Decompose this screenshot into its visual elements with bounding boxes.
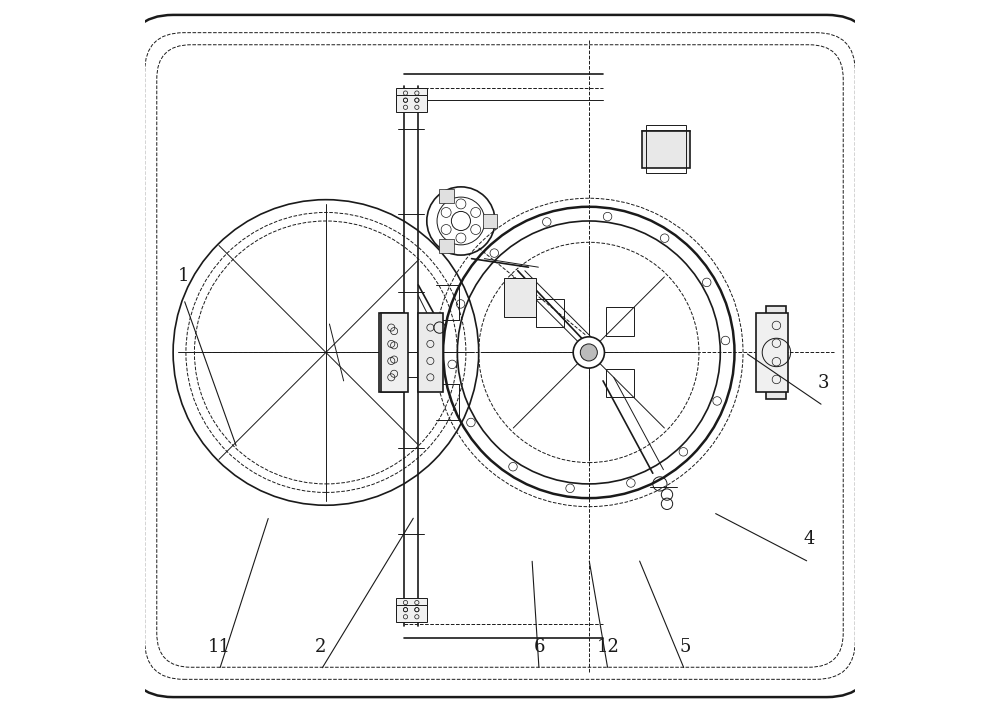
Circle shape — [580, 344, 597, 361]
Circle shape — [573, 337, 604, 368]
Bar — [766, 306, 786, 399]
Text: 1: 1 — [178, 267, 190, 285]
Bar — [418, 313, 443, 392]
Text: 3: 3 — [818, 374, 829, 392]
Text: 6: 6 — [533, 638, 545, 656]
Text: 4: 4 — [803, 530, 815, 548]
Circle shape — [451, 211, 470, 231]
Text: 2: 2 — [315, 638, 327, 656]
Bar — [483, 214, 497, 228]
Bar — [396, 95, 427, 112]
Bar — [396, 88, 427, 105]
Bar — [439, 239, 454, 253]
Bar — [396, 604, 427, 622]
Bar — [504, 278, 536, 317]
Bar — [756, 313, 788, 392]
Text: 11: 11 — [208, 638, 231, 656]
Bar — [646, 125, 686, 174]
Text: 5: 5 — [679, 638, 690, 656]
Bar — [379, 313, 404, 392]
Text: 12: 12 — [597, 638, 619, 656]
Bar — [396, 597, 427, 614]
Bar — [642, 131, 690, 168]
Bar — [381, 313, 408, 392]
Bar — [439, 189, 454, 203]
